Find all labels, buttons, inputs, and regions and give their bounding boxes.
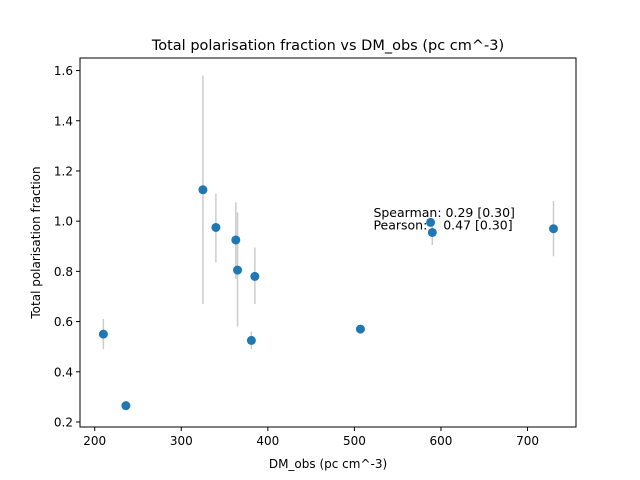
x-tick-label: 500 [343,434,366,448]
y-tick-label: 0.2 [54,415,73,429]
x-axis-label: DM_obs (pc cm^-3) [269,457,387,471]
y-tick-label: 1.6 [54,64,73,78]
y-tick-label: 1.2 [54,164,73,178]
data-point-8 [355,324,365,334]
stats-annotation-0: Spearman: 0.29 [0.30] [373,205,514,220]
data-point-1 [121,401,131,411]
plot-frame [79,57,577,428]
marker-layer [98,185,558,411]
x-axis-ticks: 200 300 400 500 600 700 [83,427,539,448]
stats-annotation-1: Pearson: 0.47 [0.30] [373,217,512,232]
data-point-4 [231,235,241,245]
data-point-9 [426,217,436,227]
x-tick-label: 400 [256,434,279,448]
y-axis-label: Total polarisation fraction [29,166,43,319]
x-tick-label: 600 [430,434,453,448]
x-tick-label: 200 [83,434,106,448]
data-point-11 [548,224,558,234]
annotation-layer: Spearman: 0.29 [0.30]Pearson: 0.47 [0.30… [373,205,514,233]
y-tick-label: 1.4 [54,114,73,128]
data-point-7 [250,271,260,281]
y-tick-label: 0.4 [54,365,73,379]
x-tick-label: 700 [516,434,539,448]
x-tick-label: 300 [170,434,193,448]
data-point-2 [198,185,208,195]
data-point-6 [246,335,256,345]
data-point-10 [427,227,437,237]
y-tick-label: 1.0 [54,215,73,229]
y-tick-label: 0.6 [54,315,73,329]
data-point-0 [98,329,108,339]
y-axis-ticks: 0.2 0.4 0.6 0.8 1.0 1.2 1.4 1.6 [54,64,80,429]
data-point-5 [233,265,243,275]
chart-title: Total polarisation fraction vs DM_obs (p… [151,38,504,54]
data-point-3 [211,222,221,232]
y-tick-label: 0.8 [54,265,73,279]
